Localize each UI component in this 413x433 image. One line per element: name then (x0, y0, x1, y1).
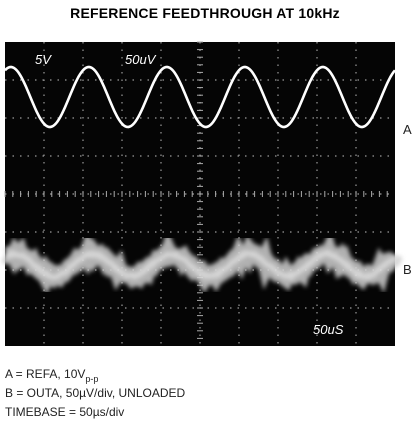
channel-label: A (403, 122, 412, 137)
caption-line: TIMEBASE = 50µs/div (5, 405, 124, 419)
caption-subscript: p-p (85, 374, 98, 384)
figure-title: REFERENCE FEEDTHROUGH AT 10kHz (70, 5, 340, 21)
figure: REFERENCE FEEDTHROUGH AT 10kHz 5V 50uV 5… (0, 0, 413, 433)
screen-label: 5V (35, 52, 52, 67)
caption-line: A = REFA, 10Vp-p (5, 367, 98, 384)
screen-label: 50uV (125, 52, 157, 67)
screen-label: 50uS (313, 322, 344, 337)
caption-text: A = REFA, 10V (5, 367, 85, 381)
caption-line: B = OUTA, 50µV/div, UNLOADED (5, 386, 186, 400)
channel-label: B (403, 262, 412, 277)
